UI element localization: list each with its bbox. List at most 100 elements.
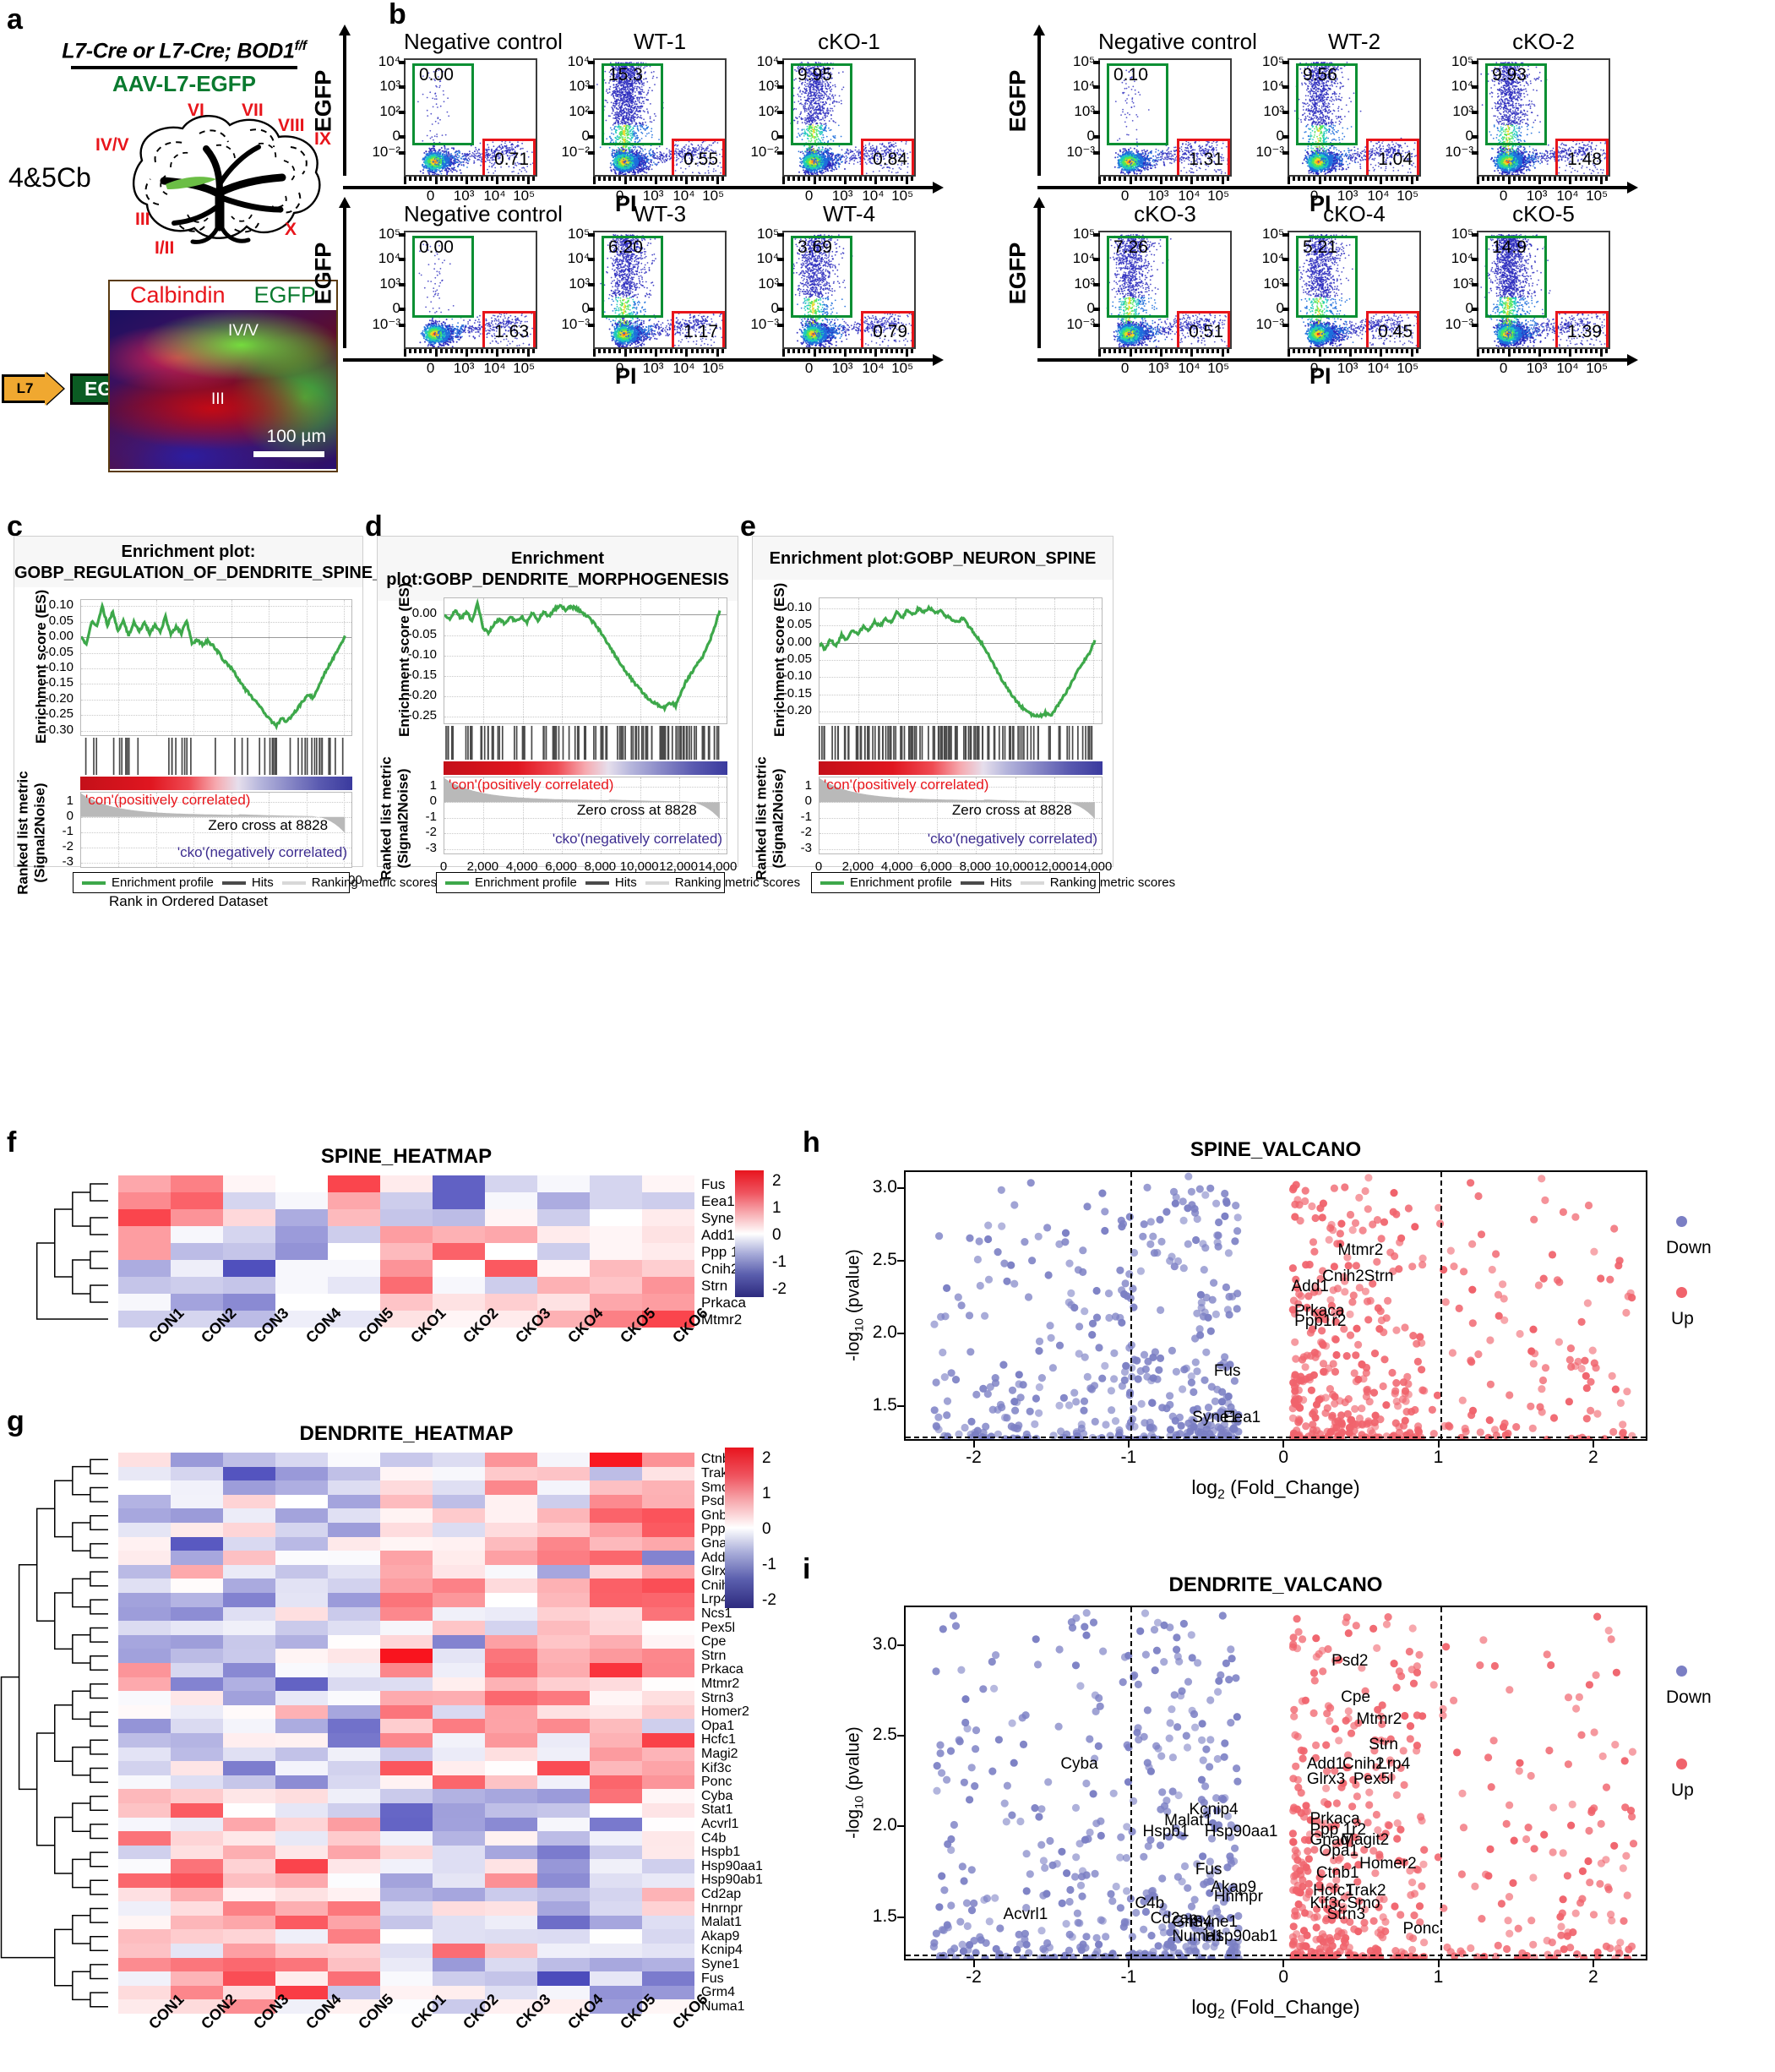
heatmap-cell: [275, 1761, 328, 1775]
flow-x-tick: 10⁴: [1359, 188, 1397, 204]
egfp-positive-gate[interactable]: [1485, 63, 1547, 145]
volcano-x-tickmark: [972, 1441, 975, 1448]
heatmap-dendrogram: [0, 1459, 108, 2008]
heatmap-cell: [485, 1564, 537, 1579]
egfp-positive-gate[interactable]: [1485, 236, 1547, 318]
egfp-positive-gate[interactable]: [602, 236, 663, 318]
heatmap-cell: [485, 1747, 537, 1762]
volcano-gene-label: Pex5l: [1353, 1770, 1394, 1789]
heatmap-cell: [485, 1789, 537, 1803]
pi-positive-gate[interactable]: [1555, 139, 1609, 175]
pi-positive-gate[interactable]: [861, 139, 914, 175]
gsea-legend: Enrichment profile Hits Ranking metric sco…: [811, 872, 1175, 893]
volcano-gene-label: Fus: [1214, 1362, 1241, 1381]
heatmap-cell: [433, 1621, 485, 1635]
heatmap-cell: [328, 1704, 380, 1720]
heatmap-cell: [275, 1887, 328, 1902]
flow-x-tickmarks: [593, 177, 727, 184]
heatmap-cell: [171, 1691, 223, 1705]
panel-c: c Enrichment plot: GOBP_REGULATION_OF_DEN…: [0, 507, 533, 909]
heatmap-cell: [223, 1175, 275, 1192]
gsea-gridline-v: [118, 600, 120, 735]
flow-scatter-area: 6.20 1.17: [593, 231, 727, 349]
gsea-gridline-v: [522, 598, 524, 723]
heatmap-cell: [380, 1536, 433, 1551]
heatmap-cell: [171, 1175, 223, 1192]
heatmap-cell: [171, 1649, 223, 1663]
gsea-x-tick: 2,000: [829, 859, 886, 874]
heatmap-cell: [433, 1915, 485, 1930]
heatmap-cell: [642, 1593, 694, 1607]
pi-positive-gate[interactable]: [1177, 139, 1230, 175]
heatmap-cell: [275, 1691, 328, 1705]
flow-x-axis-arrow: [343, 182, 944, 194]
egfp-positive-gate[interactable]: [1296, 63, 1358, 145]
heatmap-cell: [118, 1831, 171, 1846]
heatmap-cell: [118, 1294, 171, 1311]
heatmap-cell: [485, 1999, 537, 2014]
gsea-x-tick: 0: [790, 859, 847, 874]
gsea-legend-item: Ranking metric scores: [645, 875, 800, 890]
gsea-y-tick: 0.00: [761, 635, 812, 649]
egfp-positive-gate[interactable]: [412, 63, 474, 145]
heatmap-cell: [642, 1536, 694, 1551]
gsea-gridline-v: [1054, 598, 1056, 723]
lobule-label-iv-v: IV/V: [95, 135, 129, 155]
volcano-legend-dot-down: [1676, 1666, 1687, 1677]
pi-positive-gate[interactable]: [482, 311, 536, 347]
heatmap-cell: [118, 1508, 171, 1523]
heatmap-cell: [171, 1901, 223, 1916]
flow-x-tick: 0: [791, 188, 828, 204]
pi-positive-gate[interactable]: [1177, 311, 1230, 347]
flow-y-tick: 10⁴: [1433, 78, 1473, 95]
heatmap-cell: [590, 1209, 642, 1226]
volcano-x-tickmark: [1282, 1960, 1285, 1967]
heatmap-cell: [275, 1944, 328, 1958]
panel-d: d Enrichment plot:GOBP_DENDRITE_MORPHOGE…: [365, 507, 800, 896]
heatmap-colorbar: [725, 1448, 754, 1608]
egfp-positive-gate[interactable]: [1107, 236, 1168, 318]
volcano-x-tick: 2: [1571, 1448, 1615, 1468]
pi-positive-gate[interactable]: [482, 139, 536, 175]
heatmap-cell: [118, 1536, 171, 1551]
heatmap-cell: [433, 1294, 485, 1311]
heatmap-cell: [590, 1579, 642, 1593]
egfp-positive-gate[interactable]: [602, 63, 663, 145]
heatmap-cell: [118, 1453, 171, 1467]
volcano-gene-label: Lrp4: [1378, 1755, 1410, 1774]
heatmap-cell: [275, 1453, 328, 1467]
heatmap-cell: [223, 1831, 275, 1846]
heatmap-cell: [433, 1704, 485, 1720]
egfp-gate-percent: 9.93: [1492, 65, 1527, 85]
flow-y-tickmark: [1282, 110, 1289, 114]
egfp-positive-gate[interactable]: [412, 236, 474, 318]
pi-positive-gate[interactable]: [1366, 139, 1419, 175]
heatmap-cell: [118, 1523, 171, 1537]
egfp-positive-gate[interactable]: [791, 63, 852, 145]
volcano-gene-label: Kif3c: [1310, 1895, 1346, 1913]
gsea-gridline-v: [1015, 598, 1016, 723]
flow-x-tick: 0: [412, 188, 449, 204]
heatmap-cell: [223, 1508, 275, 1523]
egfp-positive-gate[interactable]: [791, 236, 852, 318]
heatmap-cell: [275, 1260, 328, 1277]
heatmap-cell: [485, 1944, 537, 1958]
pi-positive-gate[interactable]: [861, 311, 914, 347]
heatmap-cell: [118, 1761, 171, 1775]
pi-positive-gate[interactable]: [1366, 311, 1419, 347]
panel-i: i DENDRITE_VALCANO Psd2 Cpe Mtmr2 Strn Add1 Cn…: [801, 1555, 1775, 2072]
heatmap-cell: [171, 1999, 223, 2014]
egfp-positive-gate[interactable]: [1107, 63, 1168, 145]
pi-positive-gate[interactable]: [672, 311, 725, 347]
heatmap-cell: [537, 1747, 590, 1762]
flow-y-tick: 10²: [360, 103, 400, 120]
flow-y-tick: 0: [1433, 128, 1473, 144]
pi-positive-gate[interactable]: [1555, 311, 1609, 347]
egfp-positive-gate[interactable]: [1296, 236, 1358, 318]
volcano-y-tickmark: [897, 1259, 904, 1262]
flow-scatter-area: 0.00 0.71: [404, 58, 537, 177]
heatmap-cell: [171, 1243, 223, 1260]
pi-positive-gate[interactable]: [672, 139, 725, 175]
gsea-gridline: [81, 699, 351, 701]
flow-x-tick: 10⁴: [665, 360, 702, 377]
